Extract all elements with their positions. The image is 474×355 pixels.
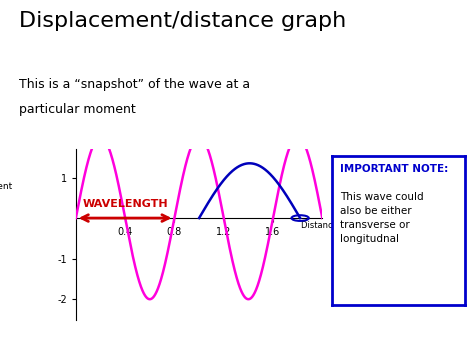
Text: This is a “snapshot” of the wave at a: This is a “snapshot” of the wave at a bbox=[19, 78, 250, 91]
Text: Distance  cm: Distance cm bbox=[301, 221, 356, 230]
Text: Displacement/distance graph: Displacement/distance graph bbox=[19, 11, 346, 31]
Text: displacement: displacement bbox=[0, 182, 13, 191]
Text: IMPORTANT NOTE:: IMPORTANT NOTE: bbox=[340, 164, 448, 174]
Text: WAVELENGTH: WAVELENGTH bbox=[82, 199, 168, 209]
Text: particular moment: particular moment bbox=[19, 103, 136, 116]
Text: This wave could
also be either
transverse or
longitudnal: This wave could also be either transvers… bbox=[340, 192, 423, 244]
